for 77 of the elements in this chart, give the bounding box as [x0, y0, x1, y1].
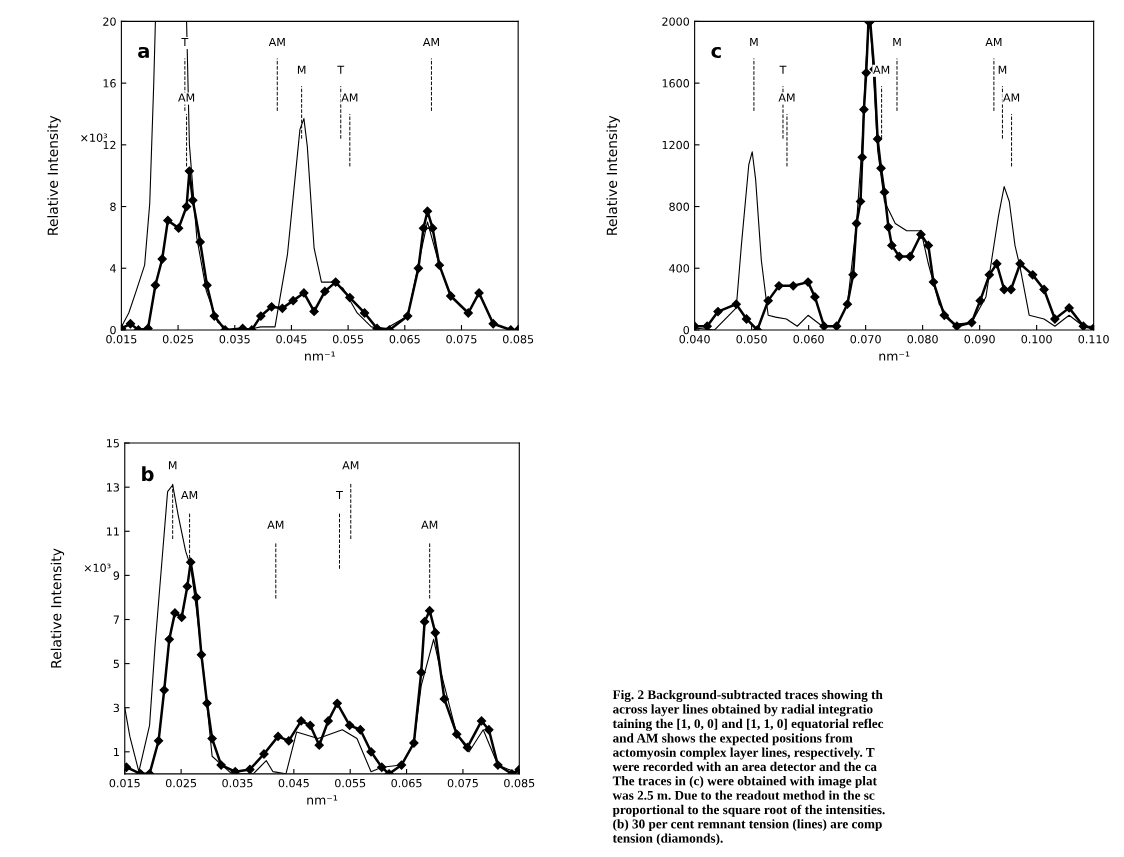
x-tick-label: 0.015: [109, 778, 140, 788]
x-tick-label: 0.060: [793, 335, 824, 344]
x-tick-label: 0.015: [106, 335, 137, 344]
ref-line-label: AM: [341, 93, 358, 102]
x-axis-title: nm⁻¹: [305, 351, 335, 361]
y-tick-label: 16: [103, 79, 116, 88]
y-tick-label: 9: [113, 571, 120, 580]
ref-line-label: AM: [181, 490, 198, 500]
x-tick-label: 0.065: [389, 335, 420, 344]
ref-line-label: M: [750, 37, 758, 47]
x-tick-label: 0.075: [447, 778, 478, 788]
x-axis-title: nm⁻¹: [307, 795, 338, 805]
annotation: c: [711, 46, 721, 59]
y-tick-label: 7: [113, 615, 119, 624]
ref-line-label: AM: [873, 65, 890, 74]
x-tick-label: 0.085: [504, 778, 535, 788]
y-tick-label: 13: [106, 483, 120, 492]
y-tick-label: 1600: [662, 79, 690, 88]
x-tick-label: 0.055: [332, 335, 364, 344]
x-tick-label: 0.025: [162, 335, 194, 344]
annotation: b: [142, 466, 154, 482]
y-tick-label: 0: [683, 325, 690, 335]
ref-line-label: AM: [1003, 93, 1020, 102]
x-tick-label: 0.045: [276, 335, 307, 344]
annotation: a: [138, 46, 149, 59]
ref-line-label: AM: [985, 37, 1002, 47]
ref-line-label: AM: [342, 461, 359, 470]
ref-line-label: AM: [778, 93, 795, 102]
y-tick-label: 3: [113, 703, 120, 713]
x-tick-label: 0.065: [391, 778, 422, 788]
y-tick-label: 5: [113, 659, 119, 668]
x-tick-label: 0.045: [278, 778, 309, 788]
y-tick-label: 0: [110, 325, 116, 335]
y-tick-label: 4: [110, 264, 116, 273]
x-tick-label: 0.100: [1021, 335, 1052, 344]
x-tick-label: 0.055: [335, 778, 366, 788]
ref-line-label: AM: [267, 520, 284, 529]
x-tick-label: 0.035: [219, 335, 250, 344]
text: ×10³: [84, 563, 111, 572]
ref-line-label: AM: [178, 93, 195, 102]
ref-line-label: T: [181, 37, 189, 47]
x-tick-label: 0.040: [679, 335, 710, 344]
ref-line-label: AM: [421, 520, 438, 529]
y-tick-label: 11: [106, 527, 119, 536]
text: Fig. 2 Background-subtracted traces showing th across layer lines obtained by radial integratio taining the [1, 0, 0] and [1, 1, 0] equatorial reflec and AM shows the expected positions from actomyosin complex layer lines, respectively. T were recorded with an area detector and the ca The traces in (c) were obtained with image plat was 2.5 m. Due to the readout method in the sc proportional to the square root of the intensities. (b) 30 per cent remnant tension (lines) are comp tension (diamonds).: [612, 689, 885, 846]
ref-line-label: M: [297, 65, 306, 74]
x-tick-label: 0.070: [850, 335, 881, 344]
ref-line-label: T: [336, 490, 343, 500]
x-tick-label: 0.035: [222, 778, 253, 788]
x-tick-label: 0.090: [964, 335, 995, 344]
y-tick-label: 8: [110, 202, 116, 211]
y-axis-title: Relative Intensity: [606, 115, 620, 235]
ref-line-label: AM: [422, 37, 439, 47]
ref-line-label: M: [998, 65, 1007, 74]
ref-line-label: M: [168, 461, 177, 470]
y-tick-label: 12: [103, 140, 116, 150]
x-tick-label: 0.050: [736, 335, 767, 344]
y-tick-label: 800: [669, 202, 690, 211]
y-tick-label: 20: [103, 17, 116, 26]
x-axis-title: nm⁻¹: [879, 351, 910, 361]
x-tick-label: 0.085: [502, 335, 534, 344]
text: ×10³: [81, 133, 107, 142]
y-tick-label: 400: [669, 264, 690, 273]
y-tick-label: 2000: [662, 17, 690, 26]
ref-line-label: M: [893, 37, 901, 47]
x-tick-label: 0.075: [446, 335, 477, 344]
ref-line-label: AM: [268, 37, 285, 47]
y-axis-title: Relative Intensity: [47, 115, 61, 235]
x-tick-label: 0.110: [1078, 335, 1109, 344]
x-tick-label: 0.080: [907, 335, 938, 344]
y-tick-label: 15: [106, 439, 119, 448]
y-tick-label: 1: [114, 747, 119, 757]
ref-line-label: T: [337, 65, 345, 74]
ref-line-label: T: [779, 65, 787, 74]
x-tick-label: 0.025: [165, 778, 197, 788]
y-axis-title: Relative Intensity: [50, 548, 65, 668]
y-tick-label: 1200: [662, 140, 690, 150]
